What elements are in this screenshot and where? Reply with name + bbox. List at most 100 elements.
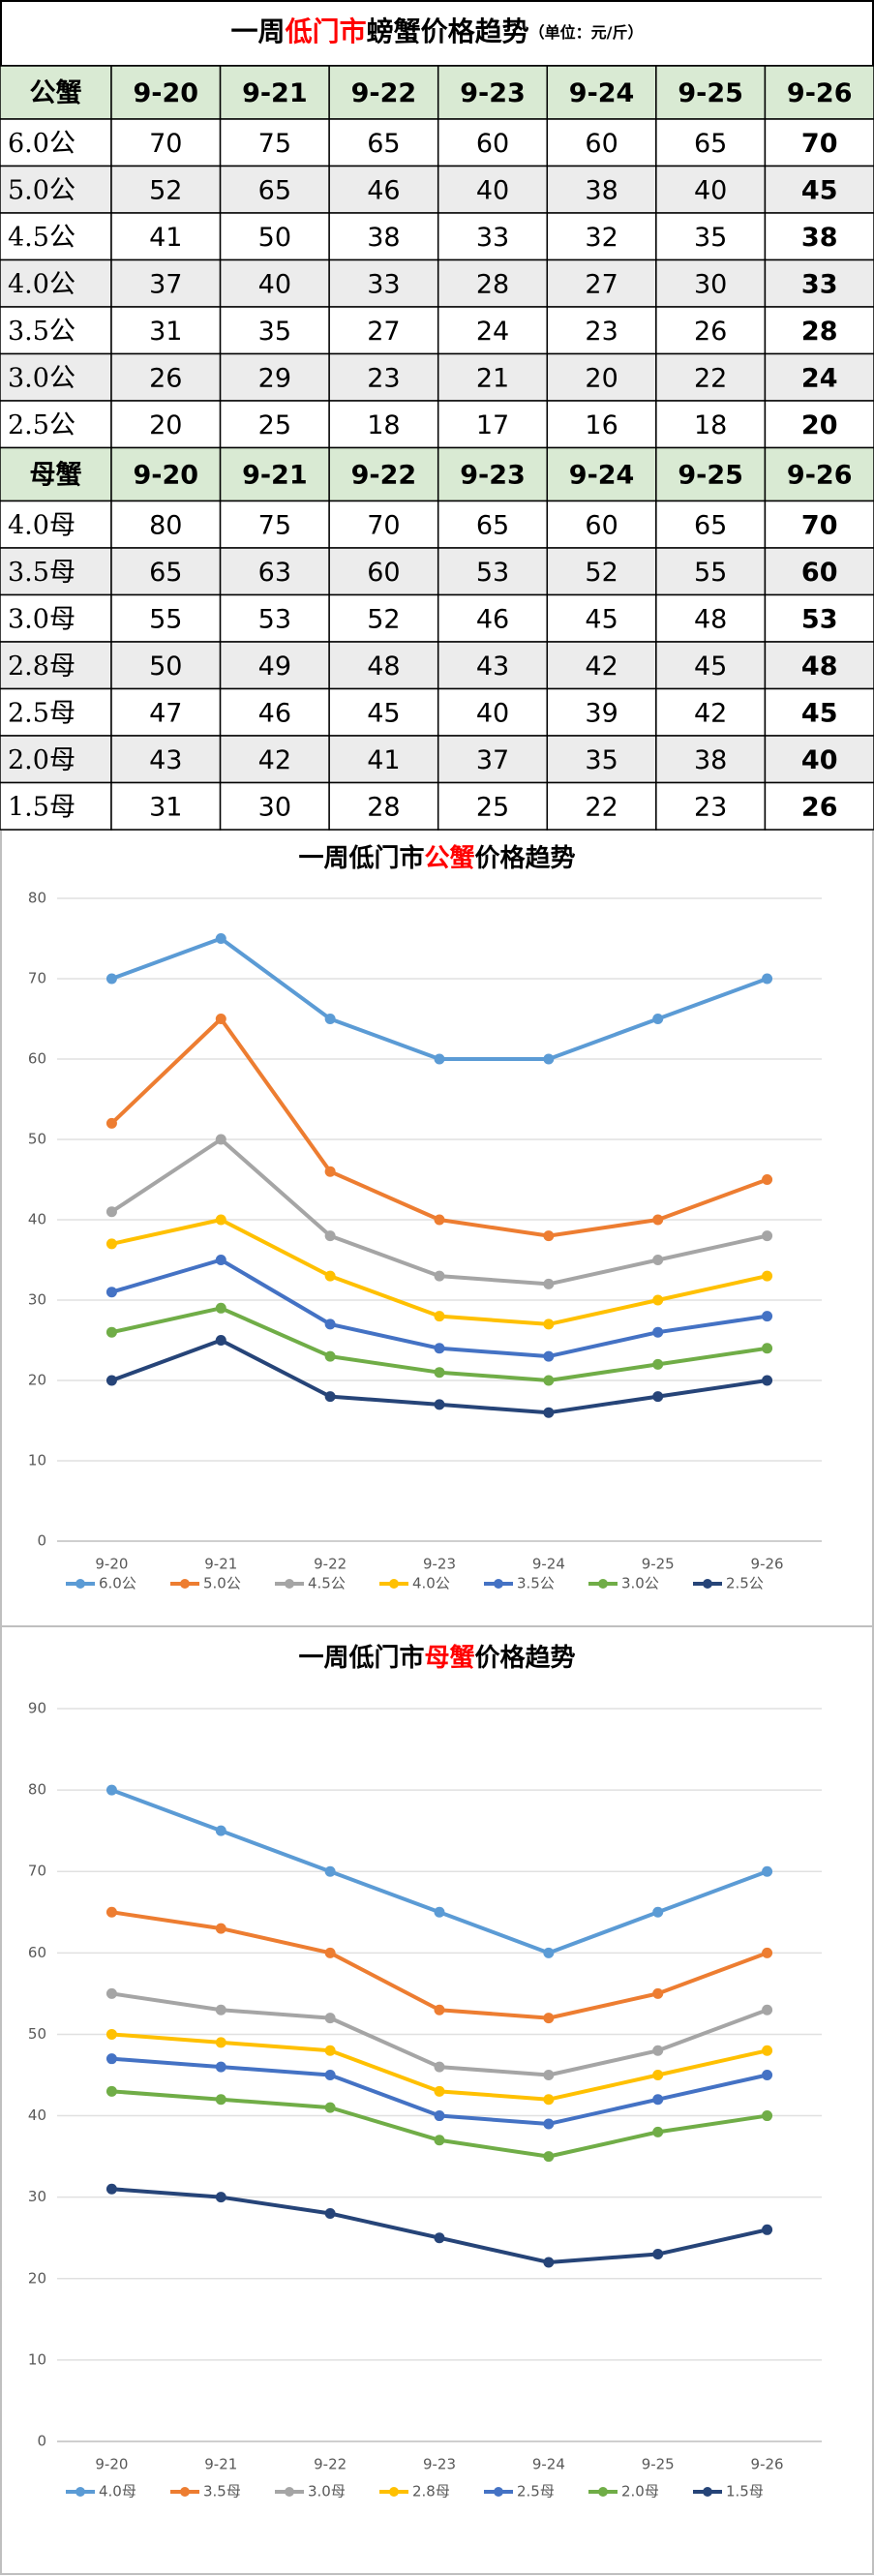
cell-text: 65 — [694, 510, 727, 540]
point — [762, 1311, 773, 1322]
point — [652, 2094, 664, 2106]
header-text: 9-21 — [242, 78, 308, 108]
point — [543, 2013, 555, 2024]
cell-text: 46 — [367, 175, 400, 205]
cell-bg — [110, 306, 222, 355]
cell-bg — [546, 547, 657, 596]
cell-text: 22 — [585, 792, 618, 822]
point — [105, 1906, 117, 1918]
point — [762, 2045, 773, 2056]
y-tick-label: 10 — [28, 2350, 46, 2368]
y-tick-label: 80 — [28, 890, 46, 907]
title-part: 价格趋势 — [475, 843, 576, 873]
cell-text: 53 — [476, 558, 509, 588]
cell-text: 50 — [258, 223, 291, 253]
header-text: 9-22 — [351, 78, 417, 108]
point — [434, 1906, 445, 1918]
cell-text: 65 — [694, 129, 727, 159]
header-text: 9-25 — [678, 461, 743, 491]
cell-bg — [764, 593, 874, 643]
cell-bg — [219, 352, 330, 402]
series-line — [111, 2089, 768, 2159]
cell-bg — [328, 258, 439, 308]
legend-dot — [285, 1579, 294, 1589]
cell-text: 60 — [585, 510, 618, 540]
point — [543, 1407, 555, 1418]
cell-text: 49 — [258, 652, 291, 682]
x-tick-label: 9-20 — [95, 2456, 128, 2473]
point — [215, 2061, 226, 2073]
y-tick-label: 70 — [28, 970, 46, 987]
y-tick-label: 40 — [28, 2106, 46, 2124]
x-tick-label: 9-24 — [532, 2456, 565, 2473]
cell-text: 20 — [801, 410, 838, 440]
legend-label: 2.5公 — [726, 1575, 764, 1592]
x-tick-label: 9-26 — [751, 1556, 784, 1573]
point — [324, 1166, 336, 1177]
cell-bg — [437, 500, 549, 549]
point — [324, 1947, 336, 1958]
point — [434, 2135, 445, 2146]
point — [215, 1335, 226, 1346]
cell-bg — [437, 781, 549, 831]
cell-bg — [110, 687, 222, 737]
cell-bg — [328, 593, 439, 643]
cell-bg — [655, 400, 767, 449]
cell-text: 52 — [367, 604, 400, 634]
y-tick-label: 0 — [37, 2433, 46, 2450]
point — [543, 1350, 555, 1362]
point — [762, 2224, 773, 2235]
cell-text: 17 — [476, 410, 509, 440]
cell-text: 65 — [367, 129, 400, 159]
header-text: 9-25 — [678, 78, 743, 108]
point — [105, 2053, 117, 2065]
cell-text: 23 — [585, 317, 618, 347]
header-cell — [764, 65, 874, 120]
header-cell — [110, 65, 222, 120]
point — [105, 1117, 117, 1129]
legend-label: 4.0公 — [412, 1575, 450, 1592]
header-cell — [328, 446, 439, 502]
header-text: 9-26 — [787, 461, 853, 491]
cell-bg — [110, 212, 222, 261]
title-part: 一周低门市 — [298, 843, 424, 873]
cell-text: 45 — [694, 652, 727, 682]
y-tick-label: 80 — [28, 1781, 46, 1799]
legend-dot — [180, 1579, 190, 1589]
cell-bg — [764, 400, 874, 449]
header-text: 9-22 — [351, 461, 417, 491]
point — [215, 1302, 226, 1314]
legend-dot — [389, 1579, 399, 1589]
cell-bg — [655, 165, 767, 214]
title-part: 一周 — [231, 15, 286, 47]
cell-bg — [219, 500, 330, 549]
x-tick-label: 9-23 — [423, 1556, 456, 1573]
point — [324, 1350, 336, 1362]
legend-label: 3.5母 — [203, 2483, 241, 2500]
cell-bg — [655, 500, 767, 549]
cell-bg — [655, 352, 767, 402]
y-tick-label: 60 — [28, 1050, 46, 1068]
point — [543, 2151, 555, 2163]
cell-text: 42 — [694, 698, 727, 728]
cell-bg — [764, 687, 874, 737]
x-tick-label: 9-25 — [642, 2456, 675, 2473]
header-text: 9-21 — [242, 461, 308, 491]
legend-label: 4.5公 — [308, 1575, 346, 1592]
point — [324, 1318, 336, 1330]
series-line — [111, 1910, 769, 2020]
point — [652, 2070, 664, 2080]
point — [434, 1367, 445, 1379]
point — [543, 1947, 555, 1958]
point — [434, 1343, 445, 1354]
point — [762, 1174, 773, 1185]
cell-text: 21 — [476, 363, 509, 393]
cell-text: 52 — [585, 558, 618, 588]
cell-bg — [437, 593, 549, 643]
x-tick-label: 9-22 — [314, 2456, 347, 2473]
point — [543, 1318, 555, 1330]
cell-text: 35 — [694, 223, 727, 253]
legend-label: 6.0公 — [99, 1575, 136, 1592]
header-cell — [328, 65, 439, 120]
cell-bg — [219, 641, 330, 690]
